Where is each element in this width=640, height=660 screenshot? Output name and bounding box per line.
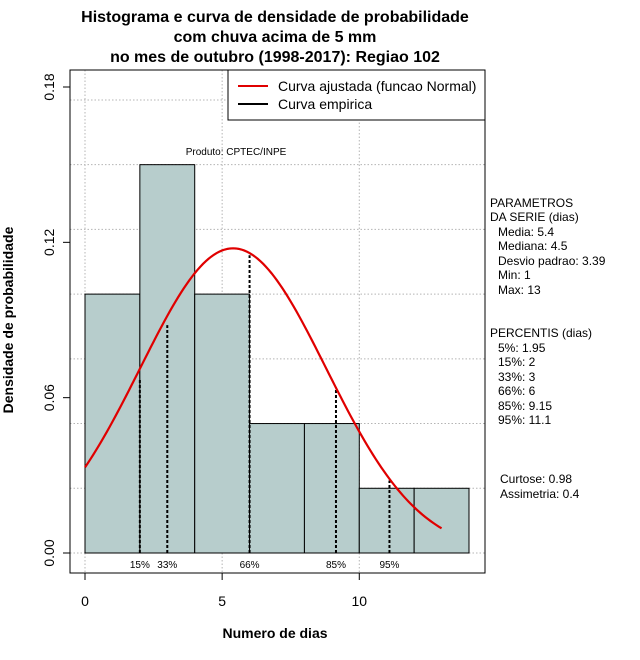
percentis-33: 33%: 3 xyxy=(498,370,536,384)
percentile-markers: 15% 33% 66% 85% 95% xyxy=(130,255,400,571)
y-axis-label: Densidade de probabilidade xyxy=(0,226,16,413)
percentis-15: 15%: 2 xyxy=(498,355,536,369)
histogram-bars xyxy=(84,164,470,554)
percentile-label-3: 85% xyxy=(326,560,346,571)
histogram-bar-3 xyxy=(249,423,305,554)
parametros-media: Media: 5.4 xyxy=(498,225,554,239)
x-tick-label-1: 5 xyxy=(218,593,226,609)
legend-label-empirical: Curva empirica xyxy=(278,96,372,112)
percentile-label-2: 66% xyxy=(240,560,260,571)
percentile-label-1: 33% xyxy=(157,560,177,571)
normal-fit-curve xyxy=(84,247,443,530)
parametros-max: Max: 13 xyxy=(498,283,541,297)
percentis-85: 85%: 9.15 xyxy=(498,399,552,413)
y-tick-label-3: 0.18 xyxy=(41,73,57,100)
chart-title-line-3: no mes de outubro (1998-2017): Regiao 10… xyxy=(110,49,440,66)
series-parameters: PARAMETROS DA SERIE (dias) Media: 5.4 Me… xyxy=(490,196,606,501)
parametros-desvio: Desvio padrao: 3.39 xyxy=(498,254,606,268)
y-tick-label-1: 0.06 xyxy=(41,384,57,411)
x-axis-label: Numero de dias xyxy=(222,625,327,641)
chart-title-line-1: Histograma e curva de densidade de proba… xyxy=(81,9,469,26)
histogram-bar-6 xyxy=(413,487,470,554)
y-axis: 0.00 0.06 0.12 0.18 xyxy=(41,73,71,567)
x-tick-label-2: 10 xyxy=(351,593,367,609)
chart-title-line-2: com chuva acima de 5 mm xyxy=(174,29,377,46)
percentis-66: 66%: 6 xyxy=(498,384,536,398)
legend-label-fit: Curva ajustada (funcao Normal) xyxy=(278,78,476,94)
parametros-heading-2: DA SERIE (dias) xyxy=(490,210,579,224)
assimetria-value: Assimetria: 0.4 xyxy=(500,487,580,501)
y-tick-label-0: 0.00 xyxy=(41,539,57,566)
histogram-bar-2 xyxy=(194,293,251,554)
histogram-bar-1 xyxy=(139,164,196,554)
curtose-value: Curtose: 0.98 xyxy=(500,472,572,486)
chart-title: Histograma e curva de densidade de proba… xyxy=(81,9,469,66)
percentile-label-4: 95% xyxy=(379,560,399,571)
histogram-bar-4 xyxy=(303,423,360,554)
percentis-5: 5%: 1.95 xyxy=(498,341,546,355)
parametros-mediana: Mediana: 4.5 xyxy=(498,239,568,253)
product-annotation: Produto: CPTEC/INPE xyxy=(186,147,287,158)
percentis-95: 95%: 11.1 xyxy=(498,413,551,427)
percentis-heading: PERCENTIS (dias) xyxy=(490,326,592,340)
x-tick-label-0: 0 xyxy=(81,593,89,609)
x-axis: 0 5 10 xyxy=(81,572,367,609)
parametros-min: Min: 1 xyxy=(498,268,531,282)
y-tick-label-2: 0.12 xyxy=(41,228,57,255)
parametros-heading-1: PARAMETROS xyxy=(490,196,573,210)
legend-box xyxy=(227,69,486,121)
legend: Curva ajustada (funcao Normal) Curva emp… xyxy=(227,69,486,121)
percentile-label-0: 15% xyxy=(130,560,150,571)
